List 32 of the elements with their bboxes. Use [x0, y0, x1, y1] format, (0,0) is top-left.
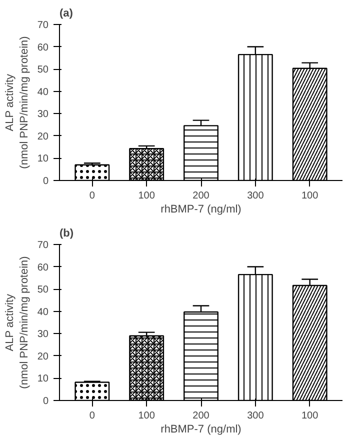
- y-tick-label: 60: [37, 42, 49, 54]
- y-tick-label: 50: [37, 64, 49, 76]
- y-axis-title: ALP activity (nmol PNP/min/mg protein): [4, 36, 30, 169]
- x-tick-label: 100: [302, 410, 319, 422]
- chart-title: (a): [60, 8, 74, 20]
- y-tick-label: 70: [37, 240, 49, 251]
- y-tick-label: 0: [42, 176, 49, 187]
- y-tick-label: 20: [37, 351, 49, 362]
- y-tick-label: 30: [37, 329, 49, 340]
- x-tick-label: 100: [138, 190, 156, 202]
- y-tick-label: 10: [37, 154, 49, 165]
- x-tick-label: 0: [89, 190, 96, 202]
- y-tick-label: 70: [37, 20, 49, 31]
- y-tick-label: 40: [37, 306, 49, 318]
- y-tick-label: 30: [37, 109, 49, 120]
- y-tick-label: 10: [37, 374, 49, 385]
- y-tick-label: 0: [42, 396, 49, 407]
- y-tick-label: 20: [37, 131, 49, 142]
- x-tick-label: 100: [138, 410, 156, 422]
- x-tick-label: 200: [192, 190, 210, 202]
- y-tick-label: 40: [37, 86, 49, 98]
- y-tick-label: 60: [37, 262, 49, 274]
- x-tick-label: 300: [247, 190, 264, 202]
- x-axis-title: rhBMP-7 (ng/ml): [160, 204, 242, 216]
- y-axis-title: ALP activity (nmol PNP/min/mg protein): [4, 256, 30, 389]
- x-tick-label: 0: [89, 410, 96, 422]
- x-tick-label: 200: [192, 410, 210, 422]
- x-axis-title: rhBMP-7 (ng/ml): [160, 424, 242, 436]
- chart-title: (b): [60, 228, 74, 240]
- y-tick-label: 50: [37, 284, 49, 296]
- x-tick-label: 100: [302, 190, 319, 202]
- x-tick-label: 300: [247, 410, 264, 422]
